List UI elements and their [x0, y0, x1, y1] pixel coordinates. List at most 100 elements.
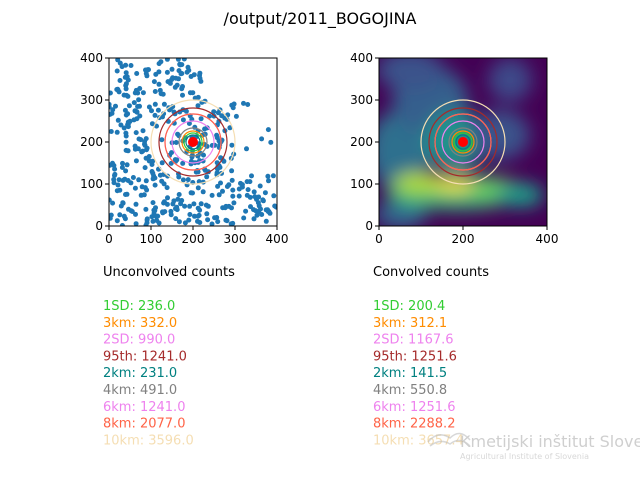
scatter-point	[123, 133, 129, 139]
scatter-point	[112, 171, 118, 177]
scatter-point	[125, 124, 131, 130]
scatter-point	[122, 74, 128, 80]
scatter-point	[209, 221, 215, 226]
scatter-point	[137, 113, 143, 119]
scatter-point	[143, 178, 149, 184]
scatter-point	[216, 138, 222, 144]
scatter-point	[149, 169, 155, 174]
scatter-point	[165, 195, 170, 201]
scatter-point	[117, 212, 123, 218]
figure-title: /output/2011_BOGOJINA	[224, 9, 417, 29]
scatter-point	[176, 219, 182, 225]
scatter-point	[249, 173, 254, 179]
scatter-point	[132, 185, 138, 191]
scatter-point	[179, 71, 185, 76]
scatter-point	[115, 87, 121, 93]
scatter-point	[114, 129, 120, 135]
scatter-point	[119, 223, 125, 226]
scatter-point	[227, 125, 233, 131]
scatter-point	[149, 108, 154, 114]
scatter-point	[151, 79, 157, 85]
scatter-point	[155, 107, 161, 113]
scatter-point	[153, 71, 159, 77]
scatter-point	[263, 218, 269, 224]
x-tick-label: 0	[375, 232, 383, 246]
scatter-point	[119, 165, 125, 170]
scatter-point	[164, 185, 170, 191]
scatter-point	[114, 218, 120, 224]
scatter-point	[200, 189, 206, 195]
scatter-point	[136, 136, 142, 142]
scatter-point	[128, 180, 134, 186]
ring-95th	[428, 107, 498, 177]
scatter-point	[161, 200, 167, 206]
scatter-point	[233, 113, 239, 119]
scatter-point	[203, 202, 209, 208]
x-tick-label: 200	[452, 232, 475, 246]
scatter-point	[168, 160, 174, 166]
scatter-point	[133, 211, 138, 217]
scatter-point	[220, 188, 225, 194]
count-line: 4km: 550.8	[373, 383, 447, 398]
scatter-point	[111, 163, 117, 168]
right-center-point	[458, 137, 468, 147]
ring-4km	[448, 127, 478, 157]
scatter-point	[162, 209, 168, 215]
scatter-point	[258, 206, 263, 212]
scatter-point	[270, 173, 276, 179]
scatter-point	[182, 203, 188, 209]
scatter-point	[117, 187, 123, 193]
scatter-point	[130, 175, 136, 180]
y-tick-label: 100	[350, 177, 373, 191]
left-center-point	[188, 137, 198, 147]
count-line: 2SD: 990.0	[103, 333, 175, 348]
scatter-point	[133, 201, 139, 207]
scatter-point	[168, 212, 174, 218]
scatter-point	[186, 217, 192, 223]
scatter-point	[155, 213, 161, 219]
scatter-point	[259, 212, 265, 217]
scatter-point	[128, 208, 134, 214]
scatter-point	[159, 178, 165, 184]
scatter-point	[243, 208, 249, 214]
scatter-point	[191, 201, 197, 207]
y-tick-label: 200	[80, 135, 103, 149]
scatter-point	[215, 219, 221, 225]
scatter-point	[133, 87, 139, 93]
scatter-point	[214, 170, 220, 176]
ring-3km	[451, 130, 475, 154]
scatter-point	[265, 127, 271, 133]
scatter-point	[182, 220, 188, 226]
scatter-point	[169, 66, 175, 72]
scatter-point	[216, 192, 222, 198]
scatter-point	[136, 97, 142, 103]
scatter-point	[133, 130, 139, 136]
scatter-point	[257, 183, 263, 189]
scatter-point	[173, 140, 179, 145]
scatter-point	[132, 143, 138, 149]
scatter-point	[115, 182, 121, 188]
scatter-point	[230, 105, 236, 111]
ring-1SD	[183, 132, 203, 152]
scatter-point	[267, 210, 273, 216]
scatter-point	[272, 203, 277, 209]
scatter-point	[146, 104, 152, 110]
scatter-point	[134, 109, 140, 115]
count-line: 4km: 491.0	[103, 383, 177, 398]
scatter-point	[156, 61, 162, 67]
count-line: 10km: 3657.4	[373, 433, 464, 448]
institute-watermark: Kmetijski inštitut Slovenije Agricultura…	[427, 432, 640, 461]
scatter-point	[198, 78, 204, 84]
scatter-point	[131, 117, 137, 123]
ring-95th	[158, 107, 228, 177]
right-x-ticks: 0 200 400	[375, 226, 558, 246]
x-tick-label: 100	[140, 232, 163, 246]
scatter-point	[211, 109, 217, 115]
scatter-point	[268, 139, 274, 145]
ring-6km	[441, 120, 485, 164]
count-line: 3km: 312.1	[373, 316, 447, 331]
ring-8km	[434, 113, 492, 171]
scatter-point	[150, 200, 156, 206]
scatter-point	[176, 174, 182, 180]
